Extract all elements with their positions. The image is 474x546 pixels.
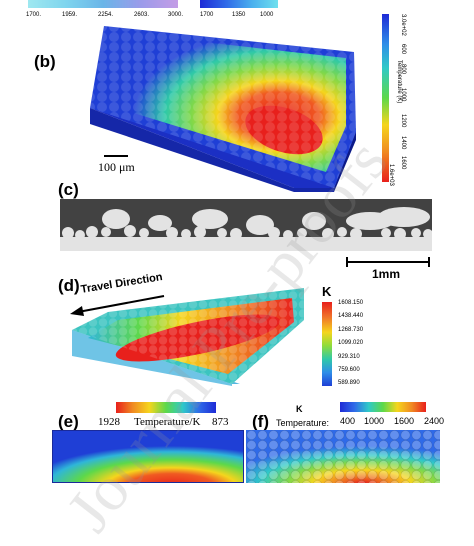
- tick: 589.890: [338, 380, 360, 386]
- panel-e-cb-title: Temperature/K: [134, 416, 201, 428]
- panel-c-scale-bar: [346, 261, 430, 263]
- top-colorbar-right: [200, 0, 278, 8]
- panel-f-colorbar: [340, 402, 426, 412]
- panel-d-render: [72, 288, 304, 386]
- panel-c-scale-cap-right: [428, 257, 430, 267]
- panel-e-colorbar: [116, 402, 216, 413]
- tick: 1200: [400, 114, 406, 128]
- tick: 3.0e+02: [400, 14, 406, 36]
- panel-f-cb-ticks: 400 1000 1600 2400: [340, 416, 460, 430]
- tick: 2254.: [98, 12, 114, 18]
- top-colorbar-right-ticks: 1700 1350 1000: [200, 12, 290, 20]
- tick: 1600: [394, 416, 415, 426]
- tick: 2603.: [134, 12, 150, 18]
- tick: 1.6e+03: [388, 164, 394, 186]
- tick: 759.600: [338, 367, 360, 373]
- tick: 600: [400, 44, 406, 55]
- tick: 1600: [400, 156, 406, 170]
- panel-c-scale-label: 1mm: [372, 267, 401, 281]
- panel-e-label: (e): [58, 412, 79, 431]
- tick: 2400: [424, 416, 445, 426]
- tick: 1268.730: [338, 327, 364, 333]
- tick: 1350: [232, 12, 246, 18]
- tick: 1000: [400, 88, 406, 102]
- tick: 1700.: [26, 12, 42, 18]
- panel-c-cross-section: [60, 199, 432, 251]
- panel-f-label: (f): [252, 412, 269, 431]
- tick: 1438.440: [338, 313, 364, 319]
- panel-b-render: [90, 26, 356, 192]
- travel-direction-arrow: [70, 295, 165, 316]
- tick: 1608.150: [338, 300, 364, 306]
- tick: 400: [340, 416, 356, 426]
- tick: 1000: [260, 12, 274, 18]
- panel-c-label: (c): [58, 180, 79, 199]
- tick: 1400: [400, 136, 406, 150]
- panel-f-render: [246, 430, 440, 483]
- panel-e-cb-max: 873: [212, 416, 229, 428]
- tick: 1700: [200, 12, 214, 18]
- tick: 1099.020: [338, 340, 364, 346]
- top-colorbar-left: [28, 0, 178, 8]
- panel-b-scale-label: 100 μm: [98, 160, 135, 174]
- panel-b-scale-bar: [104, 155, 128, 157]
- panel-d-label: (d): [58, 276, 80, 295]
- top-colorbar-left-ticks: 1700. 1959. 2254. 2603. 3000.: [26, 12, 186, 20]
- panel-b-colorbar: [382, 14, 389, 182]
- panel-e-render: [52, 430, 244, 483]
- panel-d-colorbar: [322, 302, 332, 386]
- panel-d-colorbar-unit: K: [322, 284, 332, 299]
- panel-e-cb-min: 1928: [98, 416, 120, 428]
- panel-d-colorbar-ticks: 1608.150 1438.440 1268.730 1099.020 929.…: [338, 300, 388, 390]
- panel-b-colorbar-ticks: 3.0e+02 600 800 1000 1200 1400 1600 1.6e…: [388, 14, 408, 186]
- panel-b-label: (b): [34, 52, 56, 71]
- tick: 929.310: [338, 354, 360, 360]
- tick: 1000: [364, 416, 385, 426]
- tick: 800: [400, 64, 406, 75]
- tick: 1959.: [62, 12, 78, 18]
- panel-c-scale-cap-left: [346, 257, 348, 267]
- tick: 3000.: [168, 12, 184, 18]
- panel-f-unit: K: [296, 404, 303, 414]
- panel-f-cb-title: Temperature:: [276, 418, 330, 428]
